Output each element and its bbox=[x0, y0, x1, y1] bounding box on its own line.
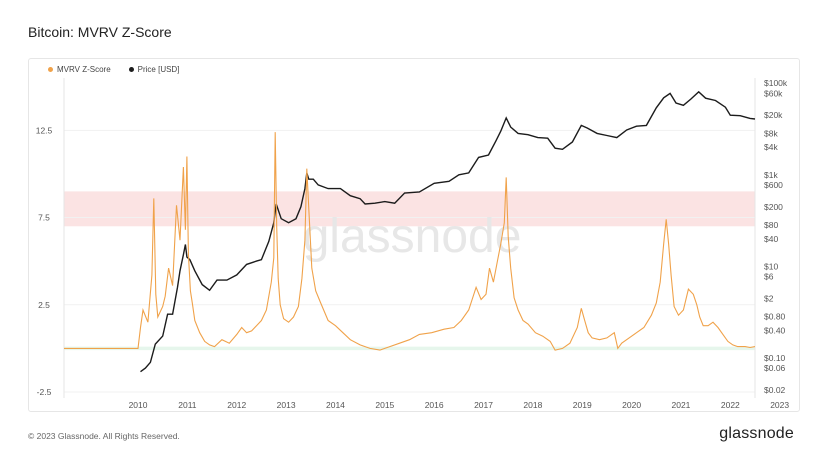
right-tick-label: $1k bbox=[764, 170, 778, 180]
left-tick-label: 12.5 bbox=[36, 125, 53, 135]
green-band bbox=[64, 346, 755, 351]
right-tick-label: $6 bbox=[764, 271, 774, 281]
gridlines bbox=[63, 78, 756, 398]
right-tick-label: $80 bbox=[764, 220, 778, 230]
legend-price-label: Price [USD] bbox=[137, 65, 180, 74]
right-tick-label: $10 bbox=[764, 261, 778, 271]
bands bbox=[64, 191, 755, 351]
brand-logo[interactable]: glassnode bbox=[719, 425, 794, 442]
zscore-legend-dot bbox=[48, 67, 53, 72]
right-tick-label: $600 bbox=[764, 180, 783, 190]
x-tick-label: 2012 bbox=[227, 400, 246, 410]
right-tick-label: $0.80 bbox=[764, 312, 786, 322]
page-title: Bitcoin: MVRV Z-Score bbox=[28, 24, 172, 40]
right-tick-label: $8k bbox=[764, 128, 778, 138]
x-tick-label: 2022 bbox=[721, 400, 740, 410]
legend-item-price[interactable]: Price [USD] bbox=[128, 65, 180, 74]
legend-item-zscore[interactable]: MVRV Z-Score bbox=[48, 65, 111, 74]
right-tick-label: $2 bbox=[764, 293, 774, 303]
right-tick-label: $20k bbox=[764, 110, 783, 120]
x-tick-label: 2015 bbox=[375, 400, 394, 410]
watermark: glassnode bbox=[303, 210, 522, 263]
x-tick-label: 2014 bbox=[326, 400, 345, 410]
zscore-series-line bbox=[64, 132, 756, 351]
right-tick-label: $200 bbox=[764, 202, 783, 212]
right-tick-label: $100k bbox=[764, 78, 788, 88]
price-series-line bbox=[140, 90, 756, 373]
x-tick-label: 2010 bbox=[129, 400, 148, 410]
right-tick-label: $40 bbox=[764, 234, 778, 244]
x-tick-label: 2017 bbox=[474, 400, 493, 410]
x-tick-label: 2011 bbox=[178, 400, 197, 410]
right-axis-ticks: $100k$60k$20k$8k$4k$1k$600$200$80$40$10$… bbox=[764, 78, 788, 395]
left-tick-label: -2.5 bbox=[37, 387, 52, 397]
right-tick-label: $4k bbox=[764, 142, 778, 152]
copyright: © 2023 Glassnode. All Rights Reserved. bbox=[28, 431, 180, 441]
right-tick-label: $0.02 bbox=[764, 385, 786, 395]
legend: MVRV Z-Score Price [USD] bbox=[48, 65, 179, 74]
right-tick-label: $0.40 bbox=[764, 325, 786, 335]
left-axis-ticks: 12.5 7.5 2.5 -2.5 bbox=[36, 125, 53, 397]
x-tick-label: 2020 bbox=[622, 400, 641, 410]
chart-panel bbox=[28, 58, 800, 412]
right-tick-label: $60k bbox=[764, 88, 783, 98]
legend-zscore-label: MVRV Z-Score bbox=[57, 65, 111, 74]
x-tick-label: 2013 bbox=[277, 400, 296, 410]
left-tick-label: 7.5 bbox=[38, 213, 50, 223]
x-tick-label: 2023 bbox=[770, 400, 789, 410]
x-tick-label: 2021 bbox=[672, 400, 691, 410]
red-band bbox=[64, 191, 755, 227]
left-tick-label: 2.5 bbox=[38, 300, 50, 310]
x-tick-label: 2016 bbox=[425, 400, 444, 410]
x-tick-label: 2018 bbox=[523, 400, 542, 410]
right-tick-label: $0.10 bbox=[764, 353, 786, 363]
x-axis-ticks: 2010 2011 2012 2013 2014 2015 2016 2017 2018 2019… bbox=[129, 400, 790, 410]
x-tick-label: 2019 bbox=[573, 400, 592, 410]
right-tick-label: $0.06 bbox=[764, 363, 786, 373]
price-legend-dot bbox=[128, 67, 134, 72]
